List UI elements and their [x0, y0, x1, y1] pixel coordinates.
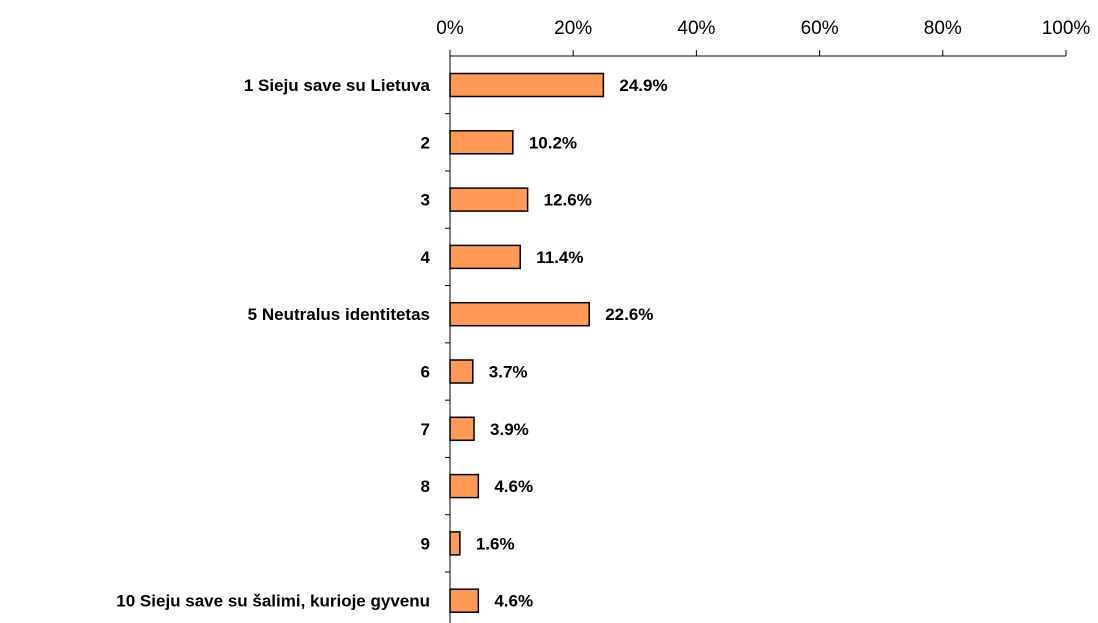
bar: [449, 473, 480, 499]
data-label: 10.2%: [529, 133, 577, 152]
data-label: 11.4%: [536, 248, 583, 267]
category-labels: 1 Sieju save su Lietuva 2 3 4 5 Neutralus id…: [116, 76, 430, 611]
x-tick-label: 60%: [801, 18, 839, 39]
x-tick-label: 20%: [554, 18, 592, 39]
category-label: 1 Sieju save su Lietuva: [244, 76, 431, 95]
data-labels: 24.9% 10.2% 12.6% 11.4% 22.6% 3.7% 3.9% 4.6% 1.6…: [476, 76, 668, 611]
x-tick-label: 40%: [677, 18, 715, 39]
category-label: 8: [421, 477, 430, 496]
bar: [449, 359, 474, 384]
category-label: 6: [421, 363, 430, 382]
category-label: 9: [421, 534, 430, 553]
bar: [449, 187, 529, 212]
category-label: 2: [421, 133, 430, 152]
bar: [449, 301, 590, 327]
bar: [449, 72, 605, 98]
bar: [449, 416, 475, 442]
category-label: 7: [421, 420, 430, 439]
data-label: 4.6%: [494, 477, 533, 496]
bar: [449, 244, 521, 270]
x-tick-label: 80%: [924, 18, 962, 39]
bar: [449, 588, 480, 613]
x-axis: 0% 20% 40% 60% 80% 100%: [436, 18, 1091, 57]
category-label: 4: [421, 248, 431, 267]
category-label: 3: [421, 191, 430, 210]
data-label: 1.6%: [476, 534, 515, 553]
category-label: 10 Sieju save su šalimi, kurioje gyvenu: [116, 592, 430, 611]
data-label: 24.9%: [619, 76, 667, 95]
x-tick-label: 0%: [436, 18, 464, 39]
data-label: 12.6%: [544, 191, 592, 210]
bar: [449, 531, 461, 556]
data-label: 22.6%: [605, 305, 653, 324]
y-axis: [445, 56, 451, 623]
category-label: 5 Neutralus identitetas: [248, 305, 430, 324]
bars: [449, 72, 605, 613]
x-tick-label: 100%: [1042, 18, 1091, 39]
data-label: 3.9%: [490, 420, 529, 439]
bar: [449, 130, 514, 155]
data-label: 4.6%: [494, 592, 533, 611]
data-label: 3.7%: [489, 363, 528, 382]
